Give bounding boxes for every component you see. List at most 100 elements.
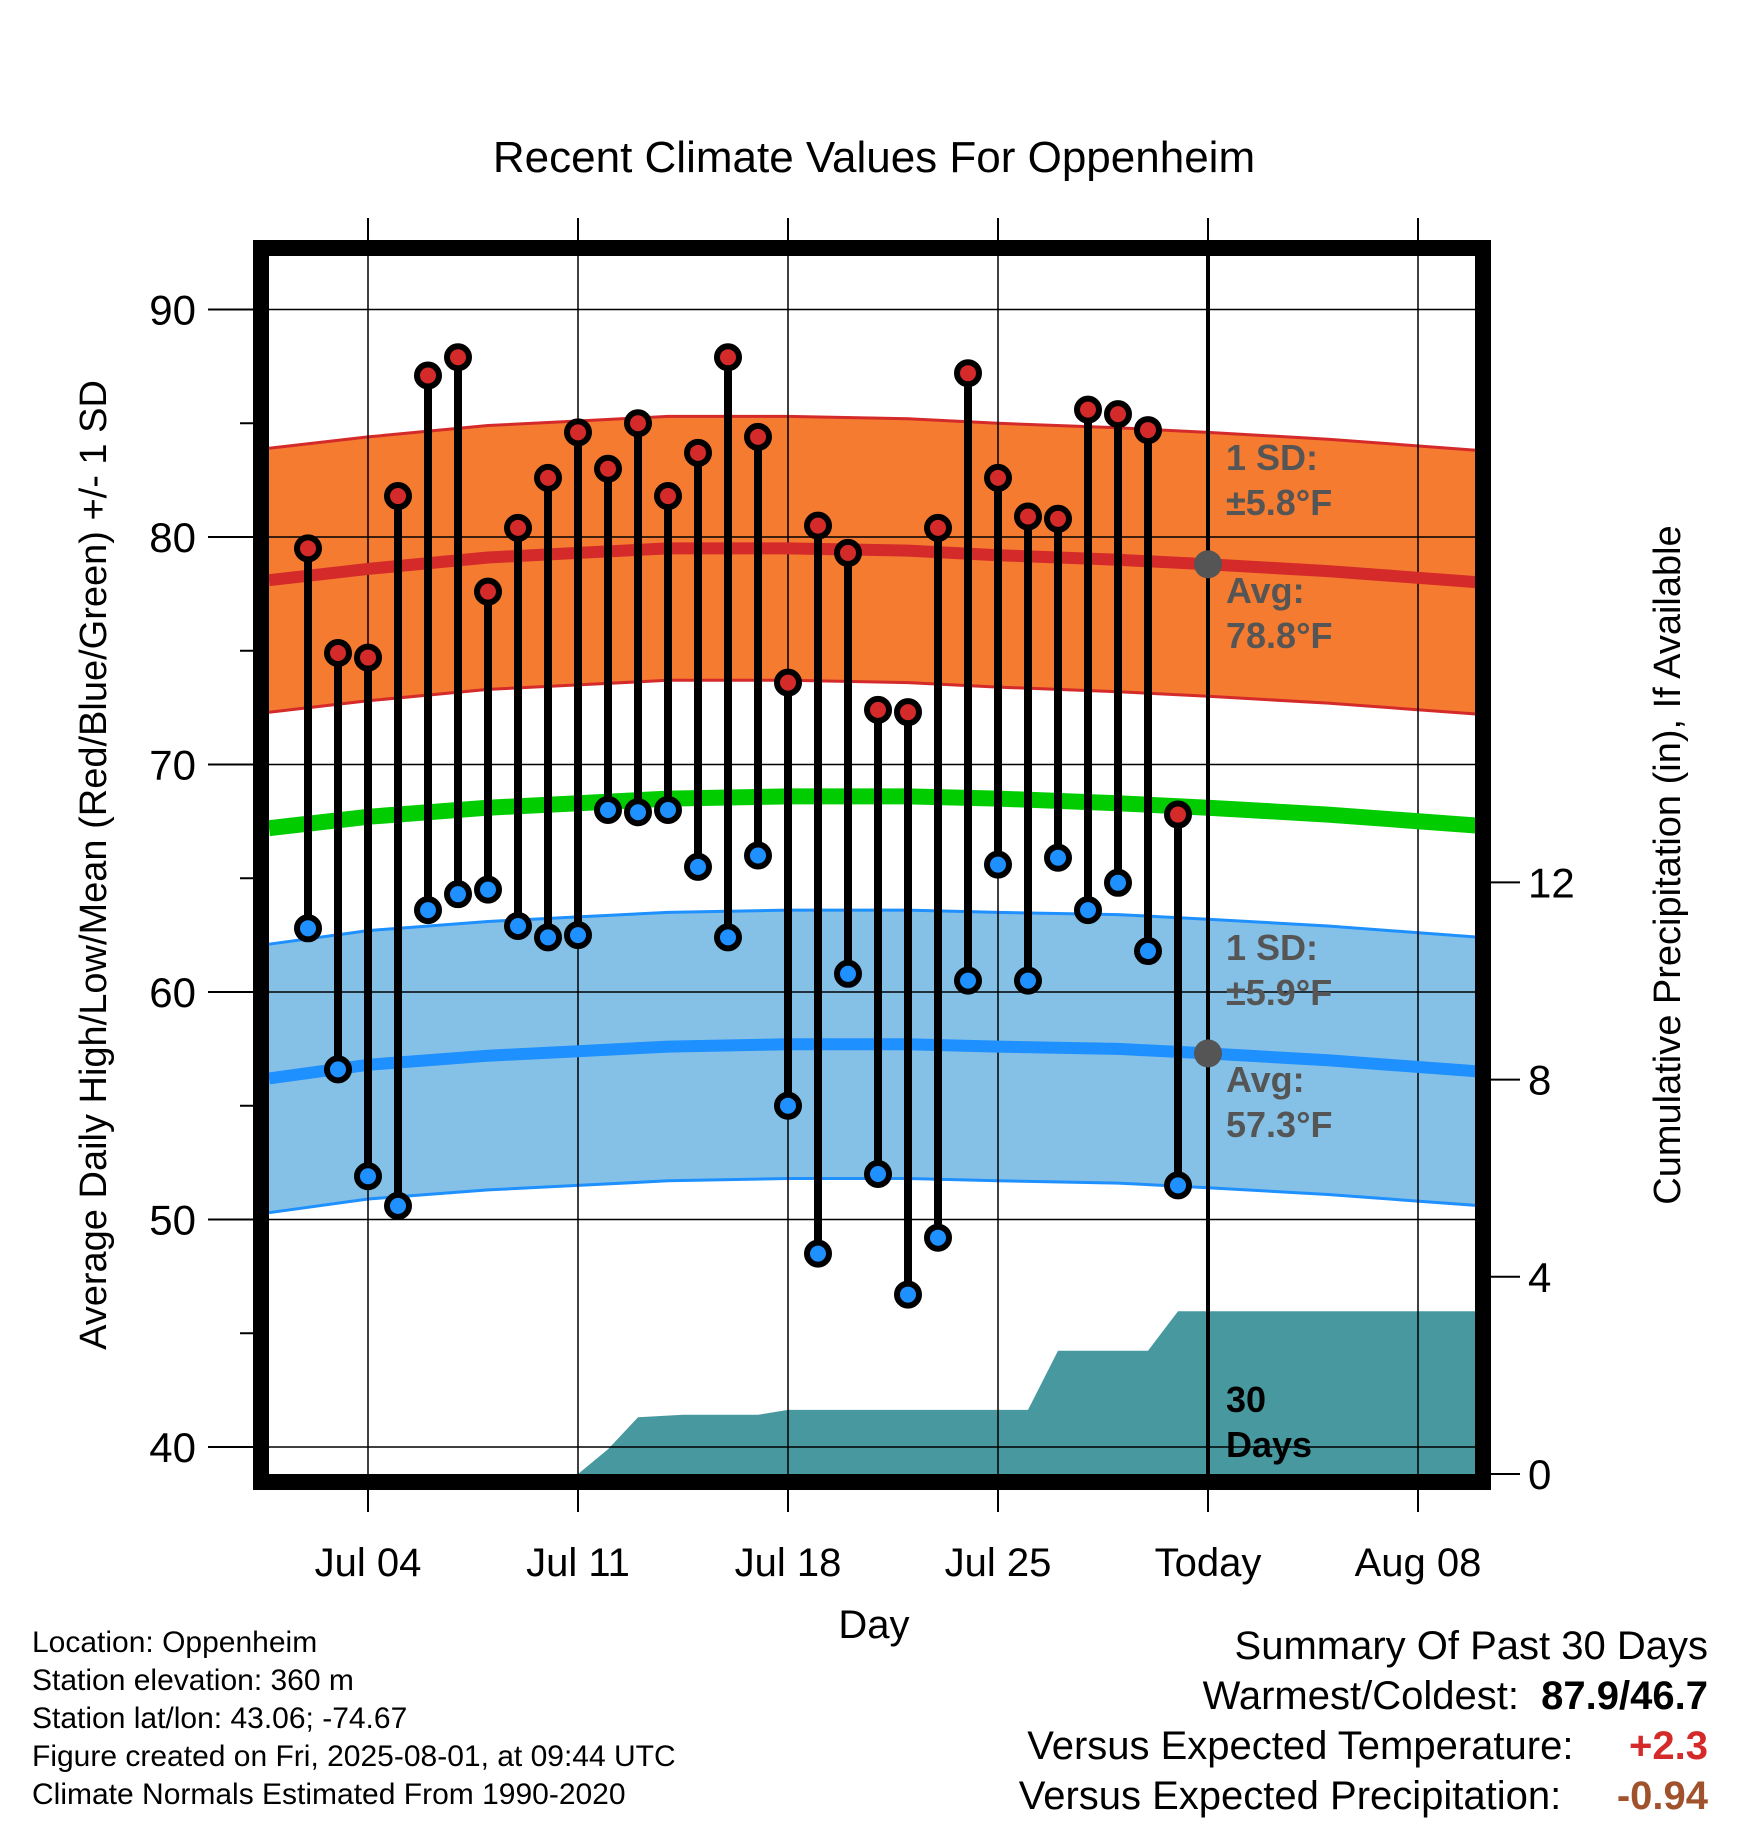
low-point — [684, 852, 712, 881]
low-point — [1134, 937, 1162, 966]
high-point — [804, 511, 832, 540]
today-high-avg-point — [1194, 550, 1222, 579]
summary-precip-row: Versus Expected Precipitation: -0.94 — [1019, 1771, 1708, 1821]
warmest-value: 87.9/46.7 — [1541, 1674, 1708, 1718]
low-point — [894, 1280, 922, 1309]
chart-title: Recent Climate Values For Oppenheim — [493, 133, 1255, 182]
high-point — [1044, 504, 1072, 533]
high-point — [1134, 416, 1162, 445]
low-point — [384, 1191, 412, 1220]
precip-cumulative-area — [269, 1311, 1481, 1474]
low-point — [414, 896, 442, 925]
x-tick-label: Jul 18 — [735, 1541, 842, 1585]
annotation-line1: 1 SD: — [1226, 927, 1318, 968]
high-point — [894, 698, 922, 727]
high-sd-band — [269, 416, 1481, 715]
temp-label: Versus Expected Temperature: — [1027, 1724, 1574, 1768]
summary-heading: Summary Of Past 30 Days — [1234, 1624, 1708, 1668]
summary-warmest-row: Warmest/Coldest: 87.9/46.7 — [1019, 1671, 1708, 1721]
high-point — [444, 343, 472, 372]
precip-area — [269, 1311, 1481, 1474]
high-point — [594, 454, 622, 483]
daily-observations — [294, 343, 1192, 1309]
y2-tick-label: 4 — [1528, 1254, 1551, 1301]
low-point — [564, 921, 592, 950]
y2-axis-label: Cumulative Precipitation (in), If Availa… — [1647, 525, 1689, 1204]
y-tick-label: 60 — [149, 969, 196, 1016]
x-tick-label: Jul 25 — [945, 1541, 1052, 1585]
low-point — [954, 966, 982, 995]
annotation-line1: Avg: — [1226, 570, 1305, 611]
x-tick-label: Jul 04 — [315, 1541, 422, 1585]
high-point — [624, 409, 652, 438]
high-point — [354, 643, 382, 672]
high-point — [1104, 400, 1132, 429]
low-point — [714, 923, 742, 952]
high-point — [834, 538, 862, 567]
low-point — [744, 841, 772, 870]
y-tick-label: 70 — [149, 742, 196, 789]
station-info: Location: Oppenheim Station elevation: 3… — [32, 1624, 676, 1814]
high-point — [924, 513, 952, 542]
high-point — [324, 639, 352, 668]
low-point — [474, 875, 502, 904]
low-point — [1104, 868, 1132, 897]
axes: 40 50 60 70 80 90 0 4 8 12 Jul 04 Jul 11 Jul 18 Jul 2… — [149, 218, 1575, 1585]
today-marker — [1194, 256, 1222, 1474]
low-point — [624, 798, 652, 827]
high-point — [774, 668, 802, 697]
high-point — [474, 577, 502, 606]
latlon-text: Station lat/lon: 43.06; -74.67 — [32, 1702, 408, 1735]
today-low-avg-point — [1194, 1039, 1222, 1068]
y2-tick-label: 12 — [1528, 859, 1575, 906]
high-point — [954, 359, 982, 388]
low-point — [1044, 843, 1072, 872]
y-tick-label: 90 — [149, 287, 196, 334]
low-point — [984, 850, 1012, 879]
y2-tick-label: 0 — [1528, 1451, 1551, 1498]
x-tick-label: Jul 11 — [526, 1541, 630, 1585]
y-tick-label: 50 — [149, 1197, 196, 1244]
low-point — [774, 1091, 802, 1120]
low-point — [804, 1239, 832, 1268]
x-tick-label: Aug 08 — [1355, 1541, 1482, 1585]
high-point — [294, 534, 322, 563]
high-point — [684, 438, 712, 467]
high-point — [984, 463, 1012, 492]
precip-label: Versus Expected Precipitation: — [1018, 1774, 1562, 1818]
annotation-line2: Days — [1226, 1424, 1312, 1465]
y-tick-label: 40 — [149, 1424, 196, 1471]
y-tick-label: 80 — [149, 514, 196, 561]
low-point — [444, 880, 472, 909]
high-point — [384, 482, 412, 511]
low-point — [294, 914, 322, 943]
low-point — [834, 959, 862, 988]
location-text: Location: Oppenheim — [32, 1626, 318, 1659]
high-point — [1014, 502, 1042, 531]
high-point — [414, 361, 442, 390]
summary-temp-row: Versus Expected Temperature: +2.3 — [1019, 1721, 1708, 1771]
low-point — [504, 912, 532, 941]
high-point — [1164, 800, 1192, 829]
high-point — [534, 463, 562, 492]
low-point — [1164, 1171, 1192, 1200]
high-point — [744, 422, 772, 451]
low-point — [924, 1223, 952, 1252]
plot-frame — [253, 240, 1491, 1490]
low-point — [594, 796, 622, 824]
low-point — [654, 796, 682, 824]
annotation-line1: 30 — [1226, 1379, 1266, 1420]
created-text: Figure created on Fri, 2025-08-01, at 09… — [32, 1740, 676, 1773]
precip-value: -0.94 — [1616, 1774, 1708, 1818]
low-point — [1074, 896, 1102, 925]
low-band-lower-edge — [268, 1177, 1482, 1215]
low-point — [864, 1160, 892, 1188]
warmest-label: Warmest/Coldest: — [1202, 1674, 1519, 1718]
temp-value: +2.3 — [1629, 1724, 1708, 1768]
elevation-text: Station elevation: 360 m — [32, 1664, 354, 1697]
annotation-line2: ±5.9°F — [1226, 972, 1332, 1013]
low-point — [324, 1055, 352, 1084]
annotation-line2: ±5.8°F — [1226, 482, 1332, 523]
